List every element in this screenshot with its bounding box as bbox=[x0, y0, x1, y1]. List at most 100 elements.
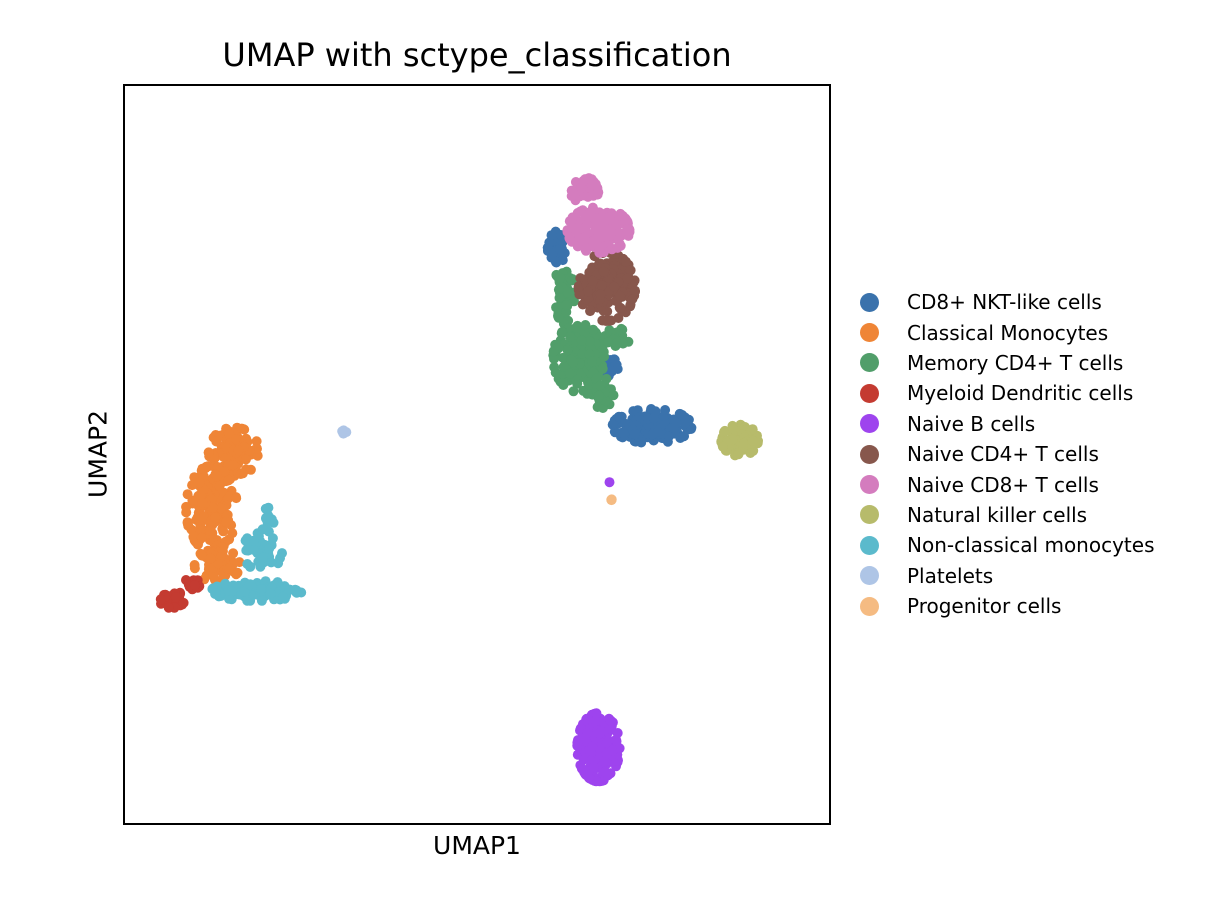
data-point bbox=[618, 428, 629, 439]
legend-marker-icon bbox=[860, 596, 879, 616]
data-point bbox=[727, 423, 738, 434]
data-point bbox=[603, 337, 614, 348]
data-point bbox=[260, 503, 271, 514]
data-point bbox=[663, 431, 674, 442]
data-point bbox=[622, 273, 633, 284]
data-point bbox=[615, 290, 626, 301]
data-point bbox=[558, 352, 568, 363]
data-point bbox=[245, 579, 256, 590]
data-point bbox=[561, 287, 572, 298]
data-point bbox=[239, 586, 250, 597]
data-point bbox=[629, 429, 640, 440]
data-point bbox=[583, 772, 594, 783]
data-point bbox=[604, 212, 615, 223]
data-point bbox=[245, 561, 255, 572]
data-point bbox=[546, 230, 557, 241]
data-point bbox=[562, 345, 573, 355]
data-point bbox=[255, 561, 266, 572]
legend-label: Myeloid Dendritic cells bbox=[907, 381, 1134, 406]
plot-frame bbox=[123, 84, 831, 825]
data-point bbox=[566, 236, 577, 247]
data-point bbox=[593, 187, 604, 198]
data-point bbox=[214, 480, 225, 491]
data-point bbox=[595, 380, 606, 391]
legend-item: Natural killer cells bbox=[855, 500, 1155, 530]
series-3 bbox=[155, 575, 205, 613]
data-point bbox=[565, 331, 576, 342]
data-point bbox=[559, 248, 570, 258]
data-point bbox=[573, 281, 584, 292]
data-point bbox=[593, 241, 604, 252]
data-point bbox=[235, 469, 246, 479]
data-point bbox=[604, 477, 615, 488]
x-axis-label: UMAP1 bbox=[433, 831, 521, 860]
data-point bbox=[611, 338, 622, 348]
series-6 bbox=[562, 173, 635, 258]
legend-marker-icon bbox=[860, 414, 879, 434]
data-point bbox=[215, 503, 226, 514]
data-point bbox=[601, 737, 612, 748]
data-point bbox=[261, 513, 271, 523]
data-point bbox=[620, 256, 631, 267]
legend-item: Progenitor cells bbox=[855, 591, 1155, 621]
series-5 bbox=[573, 247, 640, 326]
legend-marker-icon bbox=[860, 323, 879, 343]
legend-marker-icon bbox=[860, 292, 879, 312]
data-point bbox=[587, 275, 598, 286]
y-axis-label: UMAP2 bbox=[83, 410, 113, 498]
data-point bbox=[155, 594, 166, 605]
data-point bbox=[553, 284, 564, 295]
data-point bbox=[590, 715, 601, 726]
data-point bbox=[251, 436, 262, 447]
data-point bbox=[197, 498, 208, 508]
data-point bbox=[594, 728, 605, 739]
data-point bbox=[278, 591, 288, 602]
data-point bbox=[566, 191, 577, 201]
legend: CD8+ NKT-like cells Classical Monocytes Me… bbox=[855, 287, 1155, 621]
data-point bbox=[196, 550, 207, 561]
legend-label: Naive CD4+ T cells bbox=[907, 442, 1099, 467]
data-point bbox=[264, 543, 275, 554]
legend-label: CD8+ NKT-like cells bbox=[907, 290, 1102, 315]
data-point bbox=[572, 378, 583, 389]
legend-item: Naive CD4+ T cells bbox=[855, 439, 1155, 469]
data-point bbox=[227, 528, 238, 539]
data-point bbox=[256, 595, 267, 606]
data-point bbox=[668, 415, 679, 426]
legend-item: CD8+ NKT-like cells bbox=[855, 287, 1155, 317]
legend-label: Classical Monocytes bbox=[907, 320, 1109, 345]
legend-item: Classical Monocytes bbox=[855, 317, 1155, 347]
data-point bbox=[580, 244, 591, 255]
data-point bbox=[600, 766, 611, 777]
data-point bbox=[589, 213, 600, 224]
data-point bbox=[636, 437, 647, 448]
data-point bbox=[196, 532, 207, 543]
data-point bbox=[275, 553, 285, 564]
data-point bbox=[719, 425, 730, 436]
data-point bbox=[223, 585, 234, 596]
legend-item: Naive B cells bbox=[855, 409, 1155, 439]
legend-label: Progenitor cells bbox=[907, 594, 1062, 619]
data-point bbox=[591, 224, 602, 235]
data-point bbox=[577, 233, 588, 244]
data-point bbox=[542, 242, 553, 253]
data-point bbox=[606, 494, 617, 505]
data-point bbox=[582, 388, 593, 399]
data-point bbox=[607, 745, 618, 756]
data-point bbox=[582, 727, 593, 738]
series-10 bbox=[606, 494, 617, 506]
data-point bbox=[717, 441, 728, 452]
data-point bbox=[561, 299, 572, 310]
data-point bbox=[568, 357, 579, 368]
data-point bbox=[163, 602, 174, 613]
point-layer bbox=[155, 173, 763, 787]
data-point bbox=[738, 438, 749, 449]
data-point bbox=[337, 426, 348, 437]
data-point bbox=[597, 363, 608, 374]
data-point bbox=[609, 281, 620, 292]
data-point bbox=[224, 563, 235, 574]
legend-marker-icon bbox=[860, 475, 879, 495]
data-point bbox=[594, 390, 604, 401]
data-point bbox=[680, 418, 690, 429]
data-point bbox=[599, 756, 610, 767]
